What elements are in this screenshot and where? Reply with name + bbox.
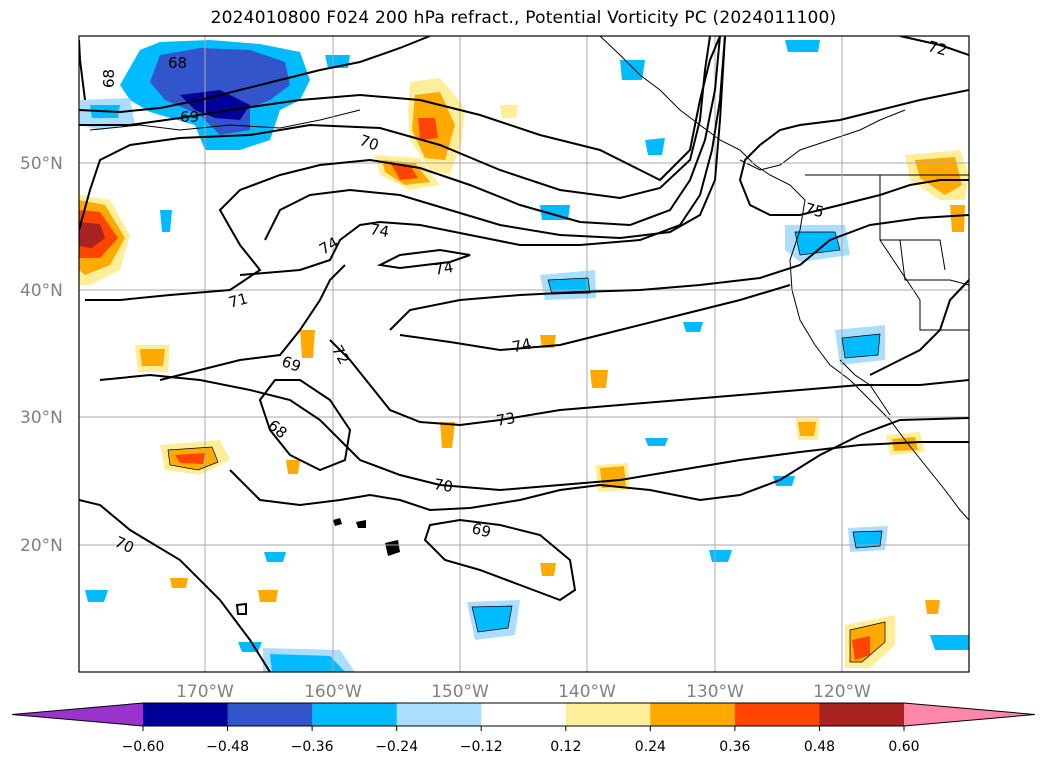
contour-label: 74 (433, 258, 455, 279)
contour-label: 70 (357, 131, 381, 154)
colorbar-tick-label: −0.24 (375, 739, 418, 755)
lon-label-160w: 160°W (304, 682, 362, 702)
refractivity-contours (79, 36, 969, 672)
colorbar-tick-label: −0.36 (291, 739, 334, 755)
colorbar-extend-low (12, 703, 143, 726)
patch-outlines (167, 231, 886, 663)
contour-label: 70 (432, 475, 454, 496)
contour-label: 68 (168, 54, 187, 72)
colorbar-bin (227, 703, 313, 726)
contour-label: 75 (803, 199, 826, 221)
colorbar-bin (565, 703, 651, 726)
colorbar-bin (650, 703, 736, 726)
colorbar-bin (396, 703, 482, 726)
contour-label: 73 (495, 409, 517, 430)
lon-label-140w: 140°W (558, 682, 616, 702)
contour-label: 74 (511, 335, 533, 357)
colorbar-bin (312, 703, 398, 726)
contour-label: 72 (926, 37, 949, 59)
map-border (78, 35, 970, 673)
colorbar-tick-label: 0.24 (635, 739, 666, 755)
colorbar-tick-label: 0.48 (804, 739, 835, 755)
contour-label: 71 (227, 289, 250, 311)
figure-title: 2024010800 F024 200 hPa refract., Potent… (210, 8, 837, 28)
colorbar: −0.60 −0.48 −0.36 −0.24 −0.12 0.12 0.24 0.36 0.4… (11, 702, 1036, 755)
contour-label: 68 (100, 69, 118, 88)
colorbar-tick-label: −0.48 (206, 739, 249, 755)
lon-label-170w: 170°W (176, 682, 234, 702)
colorbar-extend-high (904, 703, 1035, 726)
negative-pv-patches (80, 40, 969, 672)
colorbar-tick-label: −0.60 (122, 739, 165, 755)
colorbar-tick-label: −0.12 (460, 739, 503, 755)
contour-label: 74 (369, 220, 391, 241)
contour-label: 69 (279, 352, 303, 375)
lon-label-150w: 150°W (431, 682, 489, 702)
colorbar-bin (819, 703, 905, 726)
colorbar-bin (734, 703, 820, 726)
lat-label-50n: 50°N (20, 154, 63, 174)
contour-label: 69 (470, 519, 493, 541)
colorbar-tick-label: 0.60 (888, 739, 919, 755)
colorbar-tick-label: 0.36 (719, 739, 750, 755)
colorbar-bin (143, 703, 229, 726)
island-features (235, 518, 400, 615)
colorbar-tick-label: 0.12 (550, 739, 581, 755)
lon-label-130w: 130°W (686, 682, 744, 702)
lat-label-20n: 20°N (20, 536, 63, 556)
lat-label-40n: 40°N (20, 281, 63, 301)
colorbar-bin (481, 703, 567, 726)
lon-label-120w: 120°W (813, 682, 871, 702)
lat-label-30n: 30°N (20, 408, 63, 428)
contour-label: 69 (180, 108, 199, 126)
